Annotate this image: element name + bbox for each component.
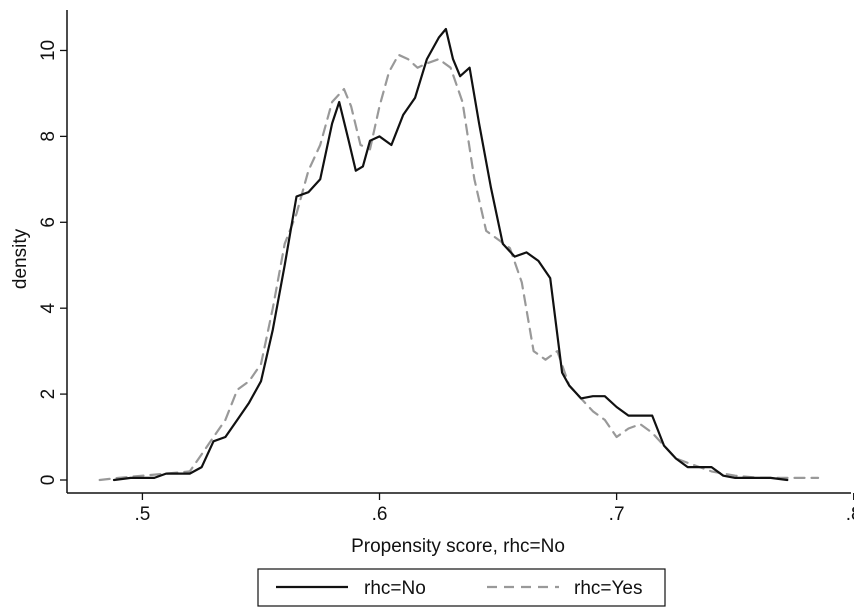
y-tick-label: 6 [38,217,59,228]
plot-area: 0 2 4 6 8 10 .5 .6 .7 .8 [38,10,854,525]
legend-label-rhc-yes: rhc=Yes [574,578,643,599]
y-tick-label: 2 [38,389,59,400]
y-tick-label: 8 [38,131,59,142]
legend-label-rhc-no: rhc=No [364,578,426,599]
x-tick-label: .8 [846,504,854,525]
series-line-rhc-no [112,27,789,482]
y-ticks: 0 2 4 6 8 10 [38,40,67,485]
x-ticks: .5 .6 .7 .8 [134,493,854,525]
series-lines [98,27,820,482]
legend: rhc=No rhc=Yes [257,568,666,607]
y-tick-label: 0 [38,475,59,486]
y-tick-label: 4 [38,302,59,313]
x-tick-label: .6 [372,504,388,525]
series-line-rhc-yes [98,53,820,482]
x-axis-title: Propensity score, rhc=No [351,536,565,557]
y-tick-label: 10 [38,40,59,61]
y-axis-title: density [10,228,31,289]
x-tick-label: .7 [609,504,625,525]
x-tick-label: .5 [134,504,150,525]
